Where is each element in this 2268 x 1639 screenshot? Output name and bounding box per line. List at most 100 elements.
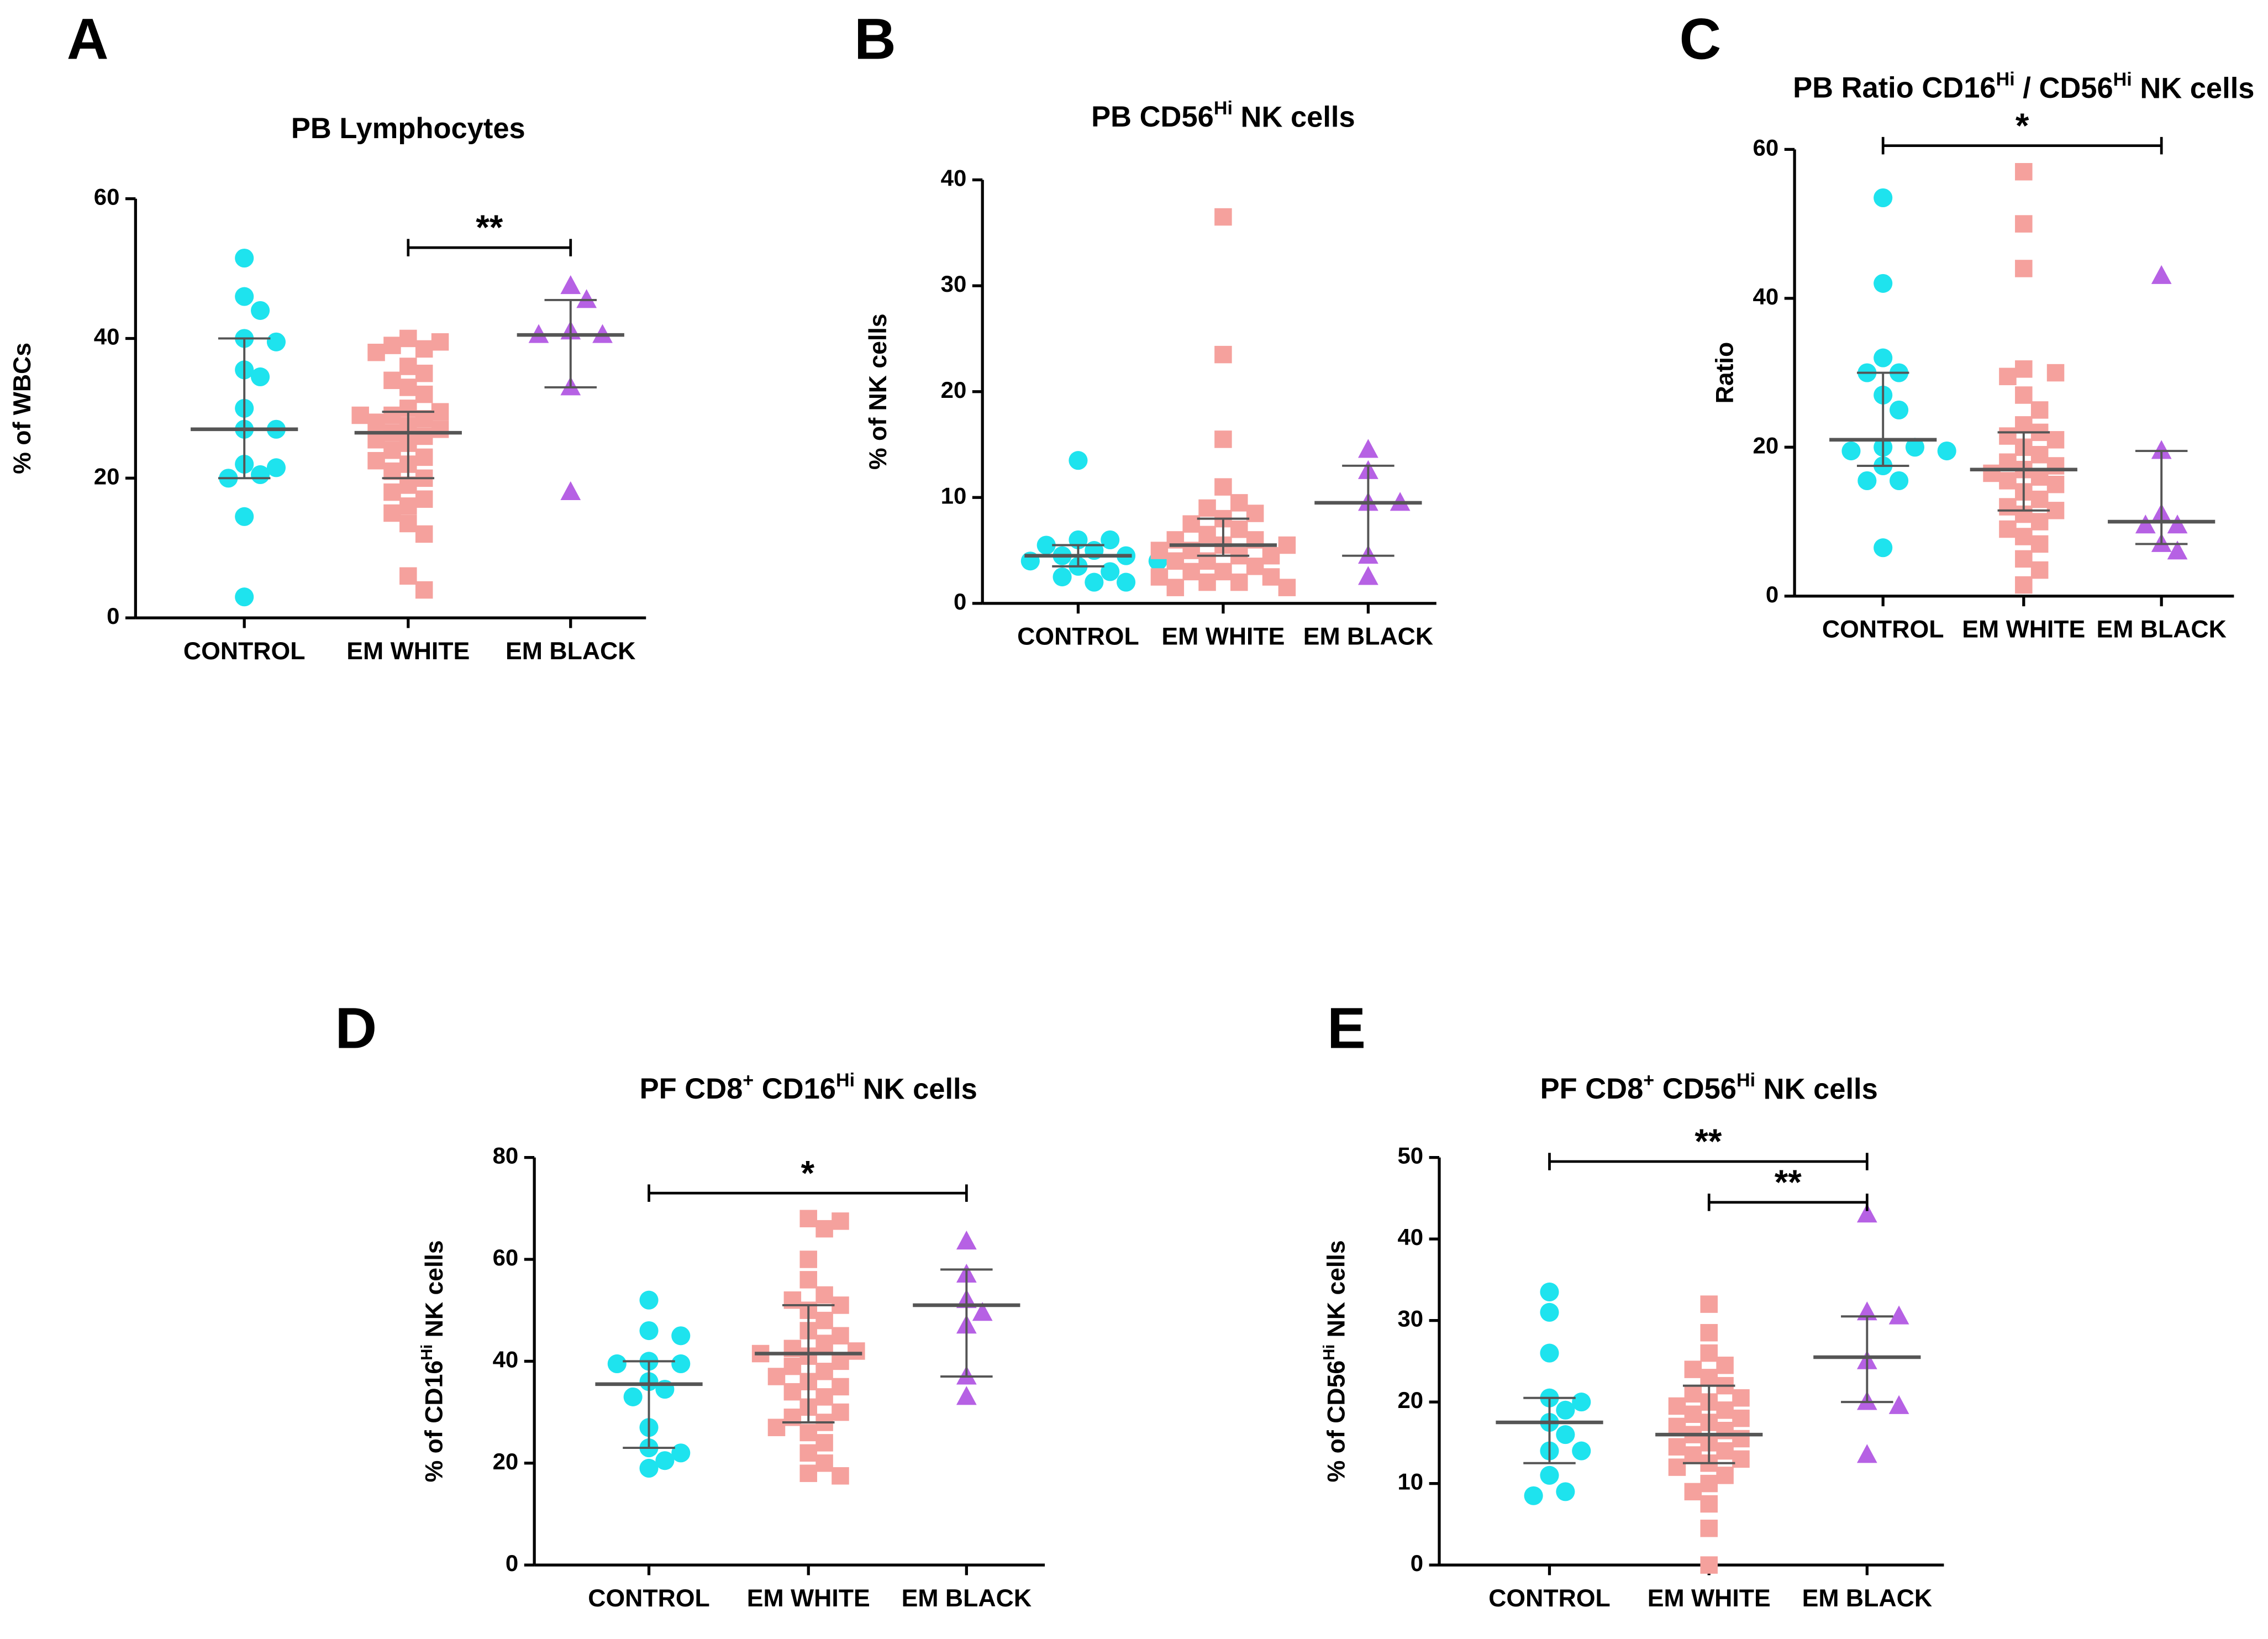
text-part: NK cells [855,1073,977,1105]
data-point [1198,499,1216,517]
significance-bracket [1548,1153,1869,1170]
text-part: % of CD16 [420,1360,448,1483]
data-point [1230,494,1248,512]
data-point [399,514,417,533]
data-point [1874,538,1893,558]
chart-title: PB CD56Hi NK cells [1091,98,1355,133]
significance-bracket [1707,1193,1869,1211]
data-point [815,1220,833,1238]
x-tick-label: EM BLACK [2096,616,2226,643]
data-point [1716,1401,1734,1419]
data-point [815,1363,833,1380]
y-tick-label: 0 [1411,1550,1423,1576]
data-point [2015,528,2033,545]
data-point [251,465,270,485]
data-point [639,1290,659,1310]
data-point [1888,1395,1909,1414]
x-tick-label: EM BLACK [506,638,635,665]
text-part: CD56 [1654,1073,1736,1105]
data-point [1684,1483,1702,1501]
significance-bracket [648,1184,968,1202]
data-point [383,483,401,501]
y-axis-label: % of CD56Hi NK cells [1320,1240,1350,1482]
y-tick-label: 60 [94,184,120,210]
data-point [1732,1430,1750,1448]
data-point [415,448,433,466]
data-point [266,458,286,477]
panel-letter: D [335,996,377,1061]
text-part: % of WBCs [9,343,36,474]
data-point [367,451,385,470]
data-point [1700,1344,1718,1362]
data-point [671,1354,691,1374]
text-part: Hi [836,1070,855,1091]
data-point [1999,498,2017,516]
data-point [1856,1444,1877,1463]
data-point [415,340,433,358]
data-point [251,367,270,387]
data-point [1999,472,2017,490]
data-point [799,1251,817,1268]
data-point [1732,1450,1750,1468]
data-point [431,421,449,438]
data-point [832,1212,849,1230]
data-point [1262,547,1280,565]
x-tick-label: CONTROL [1017,623,1139,650]
data-point [383,441,401,459]
data-point [399,329,417,348]
data-point [560,275,581,295]
text-part: PF CD8 [1540,1073,1644,1105]
data-point [251,301,270,320]
data-point [1540,1343,1559,1363]
data-point [399,567,417,585]
y-axis-label: % of NK cells [865,313,892,470]
data-point [415,410,433,428]
data-point [832,1403,849,1421]
text-part: NK cells [1233,101,1355,133]
y-tick-label: 0 [1766,581,1778,607]
data-point [2015,215,2033,233]
y-tick-label: 20 [94,463,120,489]
data-point [367,343,385,361]
data-point [1890,400,1909,419]
data-point [415,427,433,445]
significance-label: ** [476,208,503,247]
data-point [1278,536,1296,554]
x-tick-label: EM BLACK [902,1585,1032,1612]
x-tick-label: EM WHITE [1962,616,2085,643]
chart-title: PB Ratio CD16Hi / CD56Hi NK cells [1793,69,2254,104]
significance-label: * [2016,107,2029,145]
y-tick-label: 60 [1753,134,1779,160]
y-tick-label: 0 [954,589,966,614]
data-point [399,379,417,396]
data-point [1572,1441,1591,1461]
panel-letter: B [854,7,896,71]
data-point [2167,540,2188,560]
data-point [1166,579,1185,596]
data-point [1230,573,1248,591]
data-point [1890,471,1909,491]
data-point [1540,1465,1559,1485]
data-point [956,1386,977,1405]
data-point [367,413,385,431]
data-point [1101,530,1120,550]
data-point [1716,1442,1734,1460]
data-point [655,1451,675,1470]
data-point [2046,457,2065,475]
data-point [2151,440,2172,459]
data-point [1101,562,1120,581]
data-point [383,504,401,522]
data-point [1857,471,1877,491]
x-tick-label: EM WHITE [747,1585,870,1612]
data-point [1540,1282,1559,1302]
data-point [1214,563,1232,581]
y-tick-label: 30 [1397,1306,1423,1332]
data-point [1572,1393,1591,1412]
data-point [767,1368,786,1385]
data-point [1246,558,1264,575]
data-point [1556,1425,1575,1444]
data-point [383,406,401,424]
y-axis-label: Ratio [1712,342,1739,404]
data-point [2046,364,2065,382]
data-point [235,287,254,306]
